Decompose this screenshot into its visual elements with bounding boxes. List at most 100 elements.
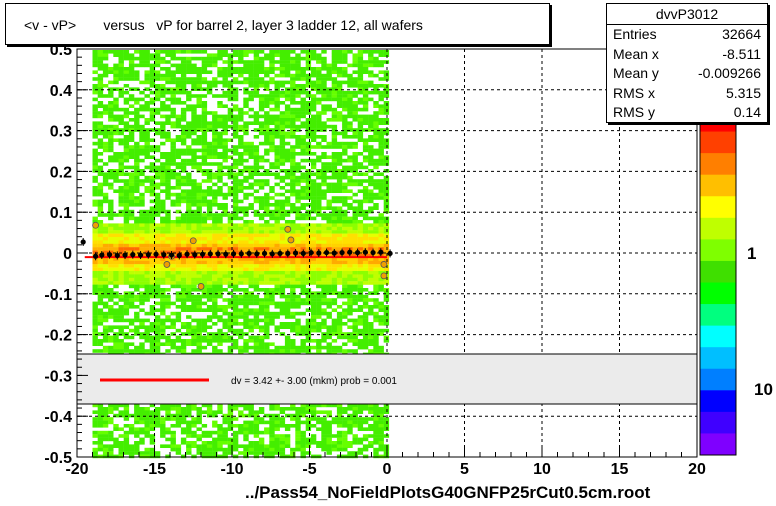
outlier-point xyxy=(284,225,292,233)
y-tick-label: 0.5 xyxy=(50,42,72,59)
profile-point xyxy=(277,250,283,257)
stats-row-mean-y: Mean y -0.009266 xyxy=(607,64,767,84)
outlier-point xyxy=(287,236,295,244)
profile-point xyxy=(230,251,237,257)
y-tick-label: 0.4 xyxy=(50,83,72,100)
y-tick-label: 0.3 xyxy=(50,124,72,141)
profile-point xyxy=(80,239,86,245)
palette-swatch xyxy=(700,368,736,391)
file-path-label: ../Pass54_NoFieldPlotsG40GNFP25rCut0.5cm… xyxy=(245,483,651,502)
stats-value: -0.009266 xyxy=(697,65,761,81)
profile-point xyxy=(93,253,99,259)
profile-point xyxy=(370,249,376,256)
profile-point xyxy=(130,252,136,258)
profile-point xyxy=(199,251,206,257)
profile-point xyxy=(387,250,393,257)
stats-key: Mean y xyxy=(613,65,659,81)
profile-point xyxy=(316,250,322,256)
profile-point xyxy=(347,249,353,255)
profile-point xyxy=(300,250,306,257)
outlier-point xyxy=(189,237,197,245)
palette-swatch xyxy=(700,131,736,154)
profile-point xyxy=(207,251,213,257)
x-tick-label: -5 xyxy=(302,461,316,478)
stats-value: -8.511 xyxy=(722,45,761,62)
palette-label-bottom: 10 xyxy=(754,380,773,399)
palette-swatch xyxy=(700,347,736,370)
y-tick-label: -0.4 xyxy=(44,409,72,426)
stats-title: dvvP3012 xyxy=(607,4,767,25)
x-tick-label: 20 xyxy=(688,461,706,478)
profile-point xyxy=(246,250,252,257)
palette-swatch xyxy=(700,411,736,434)
profile-point xyxy=(292,250,299,256)
outlier-point xyxy=(92,221,99,229)
stats-row-rms-x: RMS x 5.315 xyxy=(607,84,767,104)
stats-row-rms-y: RMS y 0.14 xyxy=(607,103,767,123)
profile-point xyxy=(261,250,268,257)
chart-title: <v - vP> versus vP for barrel 2, layer 3… xyxy=(5,3,550,45)
profile-point xyxy=(331,250,337,256)
y-tick-label: -0.3 xyxy=(44,368,72,385)
profile-point xyxy=(161,252,167,258)
palette-swatch xyxy=(700,260,736,283)
x-tick-label: -10 xyxy=(220,461,243,478)
palette-swatch xyxy=(700,390,736,413)
x-tick-label: 5 xyxy=(460,461,469,478)
profile-point xyxy=(122,252,128,258)
profile-point xyxy=(176,252,182,259)
x-tick-label: -20 xyxy=(65,461,88,478)
profile-point xyxy=(215,251,221,257)
outlier-point xyxy=(380,261,388,268)
y-tick-label: -0.5 xyxy=(44,450,72,467)
palette-swatch xyxy=(700,174,736,197)
stats-key: RMS x xyxy=(613,84,655,101)
x-tick-label: 10 xyxy=(533,461,551,478)
profile-point xyxy=(114,252,120,259)
stats-value: 0.14 xyxy=(733,104,761,120)
stats-key: Mean x xyxy=(613,45,659,62)
profile-point xyxy=(184,251,190,257)
profile-point xyxy=(192,252,198,258)
palette-swatch xyxy=(700,196,736,219)
stats-row-entries: Entries 32664 xyxy=(607,25,767,45)
profile-point xyxy=(238,251,244,257)
profile-point xyxy=(285,250,291,257)
y-tick-label: -0.2 xyxy=(44,328,72,345)
outlier-point xyxy=(380,272,388,280)
y-tick-label: 0 xyxy=(63,246,72,263)
profile-point xyxy=(168,252,175,258)
palette-swatch xyxy=(700,217,736,240)
stats-box: dvvP3012 Entries 32664 Mean x -8.511 Mean … xyxy=(606,3,768,123)
profile-point xyxy=(223,251,229,257)
palette-swatch xyxy=(700,325,736,348)
y-tick-label: 0.1 xyxy=(50,205,72,222)
palette-swatch xyxy=(700,304,736,327)
palette-label-mid: 1 xyxy=(747,244,756,263)
profile-point xyxy=(339,249,345,256)
palette-swatch xyxy=(700,239,736,262)
profile-point xyxy=(99,252,105,258)
palette-swatch xyxy=(700,433,736,456)
profile-point xyxy=(254,251,260,257)
x-tick-label: -15 xyxy=(143,461,166,478)
profile-point xyxy=(362,249,368,255)
palette-swatch xyxy=(700,282,736,305)
outlier-point xyxy=(197,283,205,290)
palette-swatch xyxy=(700,153,736,176)
profile-point xyxy=(153,251,159,257)
profile-point xyxy=(354,249,361,256)
profile-point xyxy=(308,249,314,256)
y-tick-label: -0.1 xyxy=(44,287,72,304)
y-tick-label: 0.2 xyxy=(50,164,72,181)
profile-point xyxy=(145,252,151,258)
stats-row-mean-x: Mean x -8.511 xyxy=(607,45,767,65)
profile-point xyxy=(269,251,275,257)
x-tick-label: 15 xyxy=(611,461,629,478)
stats-value: 32664 xyxy=(722,26,761,42)
stats-key: Entries xyxy=(613,26,657,42)
profile-point xyxy=(323,249,330,256)
stats-key: RMS y xyxy=(613,104,655,120)
profile-point xyxy=(378,249,384,255)
